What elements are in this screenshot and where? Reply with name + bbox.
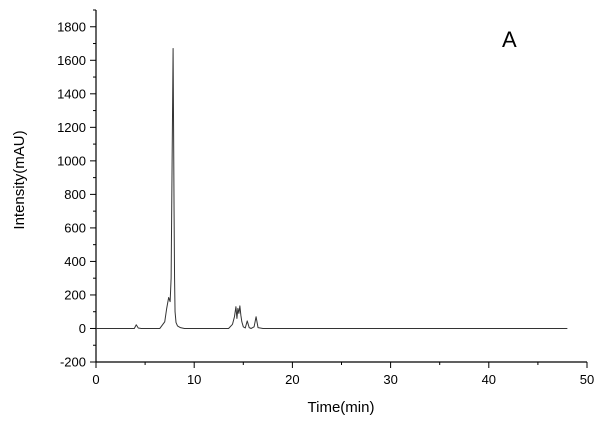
y-tick-label: 0: [79, 321, 86, 336]
x-axis-title: Time(min): [308, 399, 375, 416]
panel-label: A: [502, 27, 517, 52]
y-tick-label: 1600: [57, 53, 86, 68]
x-tick-label: 50: [580, 372, 594, 387]
chromatogram-trace-line: [96, 48, 568, 329]
x-tick-label: 10: [187, 372, 201, 387]
x-tick-label: 30: [383, 372, 397, 387]
x-tick-label: 0: [92, 372, 99, 387]
y-tick-label: 800: [64, 187, 86, 202]
x-tick-label: 20: [285, 372, 299, 387]
y-tick-label: 1800: [57, 19, 86, 34]
y-tick-label: 600: [64, 220, 86, 235]
y-axis-title: Intensity(mAU): [11, 130, 28, 229]
y-tick-label: 1200: [57, 120, 86, 135]
y-tick-label: 1000: [57, 153, 86, 168]
y-tick-label: -200: [60, 355, 86, 370]
x-tick-label: 40: [482, 372, 496, 387]
y-tick-label: 400: [64, 254, 86, 269]
y-tick-label: 200: [64, 287, 86, 302]
y-tick-label: 1400: [57, 86, 86, 101]
